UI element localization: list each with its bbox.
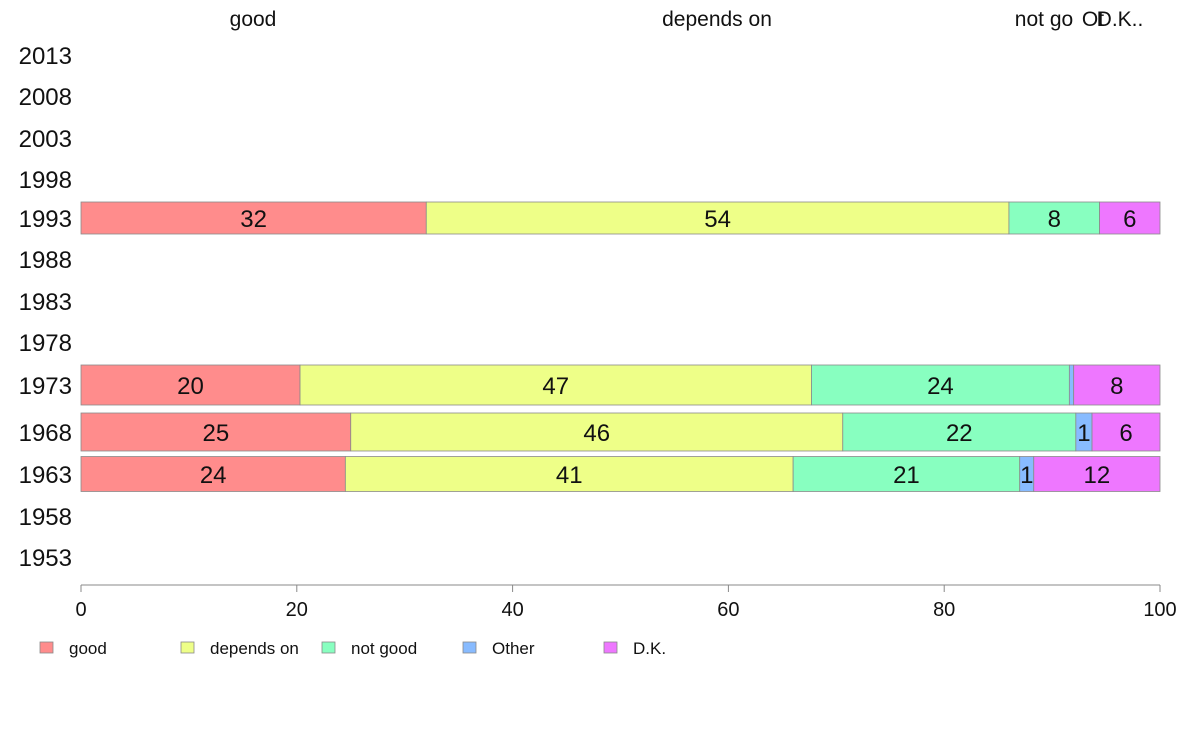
year-label: 1978 <box>19 330 72 357</box>
bar-segment <box>425 201 1010 235</box>
bars: 32 54 8 6 20 47 24 8 25 46 22 1 6 24 41 21 1 12 <box>80 201 1161 492</box>
legend-label: not good <box>351 639 417 658</box>
x-tick-label: 100 <box>1143 599 1176 621</box>
data-label: 54 <box>704 206 731 233</box>
data-label: 47 <box>542 373 569 400</box>
year-label: 1953 <box>19 545 72 572</box>
data-label: 22 <box>946 420 973 447</box>
data-label: 41 <box>556 462 583 489</box>
year-label: 2008 <box>19 84 72 111</box>
data-label: 20 <box>177 373 204 400</box>
data-label: 1 <box>1077 420 1090 447</box>
x-tick-label: 0 <box>75 599 86 621</box>
bar-segment <box>1073 364 1161 406</box>
legend-swatch <box>180 641 195 654</box>
legend-label: depends on <box>210 639 299 658</box>
legend-swatch <box>321 641 336 654</box>
year-label: 2013 <box>19 43 72 70</box>
data-label: 6 <box>1123 206 1136 233</box>
year-label: 2003 <box>19 126 72 153</box>
bar-segment <box>1099 201 1161 235</box>
legend-label: Other <box>492 639 535 658</box>
year-label: 1963 <box>19 462 72 489</box>
bar-segment <box>1091 412 1161 452</box>
bar-segment <box>842 412 1077 452</box>
year-label: 1988 <box>19 247 72 274</box>
year-label: 1968 <box>19 420 72 447</box>
data-label: 24 <box>927 373 954 400</box>
x-axis: 0 20 40 60 80 100 <box>75 584 1177 621</box>
legend-label: good <box>69 639 107 658</box>
bar-segment <box>80 412 352 452</box>
year-label: 1998 <box>19 167 72 194</box>
legend-label: D.K. <box>633 639 666 658</box>
data-label: 25 <box>203 420 230 447</box>
year-label: 1958 <box>19 504 72 531</box>
column-headers: good depends on not go OtD.K.. <box>230 8 1144 31</box>
data-label: 32 <box>240 206 267 233</box>
bar-segment <box>344 456 794 492</box>
x-tick-label: 20 <box>286 599 308 621</box>
year-label: 1993 <box>19 206 72 233</box>
column-header: D.K.. <box>1097 8 1144 31</box>
data-label: 6 <box>1119 420 1132 447</box>
data-label: 8 <box>1110 373 1123 400</box>
column-header: depends on <box>662 8 772 31</box>
bar-segment <box>1068 364 1075 406</box>
legend-swatch <box>39 641 54 654</box>
bar-segment <box>350 412 844 452</box>
bar-segment <box>811 364 1070 406</box>
x-tick-label: 40 <box>501 599 523 621</box>
bar-segment <box>80 364 301 406</box>
bar-segment <box>299 364 812 406</box>
year-labels: 2013 2008 2003 1998 1993 1988 1983 1978 1973 1968… <box>19 43 72 572</box>
legend-swatch <box>603 641 618 654</box>
column-header: good <box>230 8 277 31</box>
column-header: Ot <box>1082 8 1104 31</box>
legend-swatch <box>462 641 477 654</box>
bar-segment <box>1033 456 1161 492</box>
data-label: 24 <box>200 462 227 489</box>
data-label: 1 <box>1020 462 1033 489</box>
column-header: not go <box>1015 8 1073 31</box>
data-label: 46 <box>583 420 610 447</box>
x-tick-label: 60 <box>717 599 739 621</box>
data-label: 12 <box>1084 462 1111 489</box>
year-label: 1973 <box>19 373 72 400</box>
year-label: 1983 <box>19 289 72 316</box>
data-label: 21 <box>893 462 920 489</box>
data-label: 8 <box>1048 206 1061 233</box>
bar-segment <box>792 456 1021 492</box>
legend: good depends on not good Other D.K. <box>39 639 666 658</box>
x-tick-label: 80 <box>933 599 955 621</box>
